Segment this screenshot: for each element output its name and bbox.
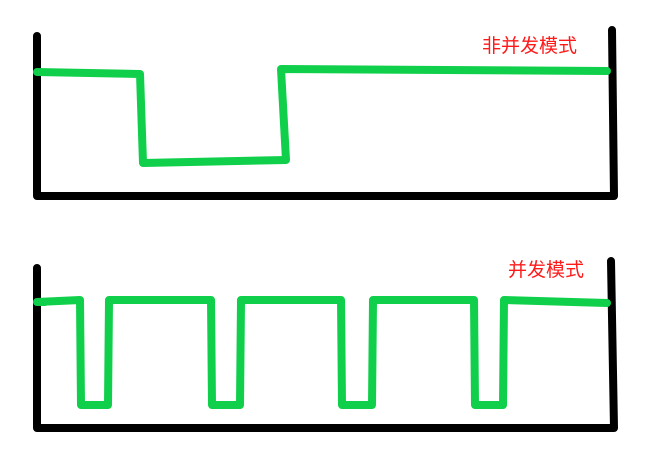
- label-non-concurrent-mode: 非并发模式: [482, 35, 578, 57]
- panel-non-concurrent: [33, 26, 618, 200]
- signal-waveform-non-concurrent: [33, 65, 611, 167]
- signal-waveform-concurrent: [33, 296, 611, 409]
- label-concurrent-mode: 并发模式: [508, 259, 585, 281]
- axis-frame-non-concurrent: [33, 26, 618, 200]
- panel-concurrent: [33, 257, 618, 432]
- axis-frame-concurrent: [33, 257, 618, 432]
